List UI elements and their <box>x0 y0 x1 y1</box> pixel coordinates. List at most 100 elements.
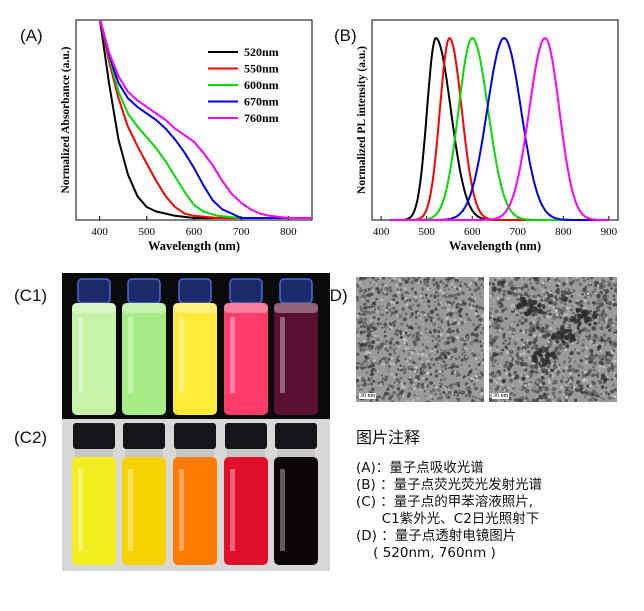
speckle <box>520 382 523 385</box>
nanoparticle <box>381 277 386 280</box>
speckle <box>420 331 422 334</box>
speckle <box>376 374 379 376</box>
nanoparticle <box>434 393 437 396</box>
speckle <box>521 397 523 400</box>
speckle <box>489 321 491 325</box>
nanoparticle <box>528 341 532 345</box>
speckle <box>501 357 503 359</box>
nanoparticle <box>432 277 435 279</box>
nanoparticle <box>574 387 579 392</box>
nanoparticle <box>549 309 551 312</box>
nanoparticle <box>535 323 540 327</box>
speckle <box>413 288 416 291</box>
nanoparticle <box>366 334 370 338</box>
nanoparticle <box>439 378 443 382</box>
nanoparticle <box>585 335 588 338</box>
vial-glare <box>78 469 83 551</box>
speckle <box>427 359 430 363</box>
speckle <box>416 352 420 356</box>
nanoparticle <box>463 349 466 352</box>
nanoparticle <box>532 341 536 345</box>
speckle <box>541 285 544 287</box>
speckle <box>575 341 578 343</box>
nanoparticle <box>502 292 506 297</box>
speckle <box>443 302 448 306</box>
speckle <box>474 279 476 281</box>
speckle <box>550 362 554 365</box>
particle-cluster <box>537 362 541 366</box>
nanoparticle <box>424 327 428 331</box>
speckle <box>600 391 602 393</box>
speckle <box>360 385 363 389</box>
nanoparticle <box>541 381 546 386</box>
nanoparticle <box>436 283 440 287</box>
nanoparticle <box>454 320 458 324</box>
speckle <box>370 319 373 322</box>
speckle <box>462 392 464 394</box>
nanoparticle <box>457 384 461 388</box>
speckle <box>523 277 527 280</box>
speckle <box>458 287 462 290</box>
nanoparticle <box>552 313 557 318</box>
speckle <box>532 320 535 324</box>
nanoparticle <box>433 294 437 299</box>
nanoparticle <box>429 318 434 323</box>
nanoparticle <box>472 395 475 398</box>
speckle <box>605 308 608 311</box>
nanoparticle <box>542 292 547 296</box>
nanoparticle <box>607 337 611 341</box>
nanoparticle <box>509 392 514 396</box>
nanoparticle <box>392 298 396 302</box>
nanoparticle <box>599 290 603 295</box>
nanoparticle <box>480 386 483 389</box>
nanoparticle <box>416 303 421 308</box>
vial-glare <box>230 317 235 393</box>
speckle <box>421 309 423 311</box>
speckle <box>398 358 400 360</box>
nanoparticle <box>405 331 408 334</box>
speckle <box>549 304 552 307</box>
speckle <box>565 361 567 363</box>
speckle <box>498 376 502 380</box>
nanoparticle <box>441 307 444 310</box>
nanoparticle <box>366 363 369 366</box>
nanoparticle <box>471 399 475 402</box>
nanoparticle <box>359 331 362 334</box>
nanoparticle <box>396 333 399 336</box>
nanoparticle <box>432 363 436 367</box>
nanoparticle <box>447 367 450 369</box>
nanoparticle <box>536 383 540 387</box>
nanoparticle <box>419 367 422 370</box>
speckle <box>527 330 529 332</box>
nanoparticle <box>407 378 410 380</box>
nanoparticle <box>361 277 365 281</box>
nanoparticle <box>542 305 546 310</box>
x-tick-label: 800 <box>555 226 572 238</box>
speckle <box>379 277 382 279</box>
nanoparticle <box>463 357 467 361</box>
speckle <box>478 355 480 358</box>
nanoparticle <box>383 395 385 397</box>
nanoparticle <box>530 369 534 374</box>
speckle <box>463 337 467 341</box>
nanoparticle <box>521 315 525 320</box>
nanoparticle <box>489 387 492 390</box>
nanoparticle <box>412 297 415 300</box>
vial-neck <box>229 278 263 304</box>
nanoparticle <box>360 294 363 297</box>
nanoparticle <box>381 341 384 344</box>
speckle <box>554 366 557 368</box>
nanoparticle <box>377 395 381 399</box>
speckle <box>496 296 500 300</box>
speckle <box>586 292 590 296</box>
nanoparticle <box>363 383 366 386</box>
nanoparticle <box>559 347 563 351</box>
nanoparticle <box>504 290 507 293</box>
nanoparticle <box>463 282 466 286</box>
nanoparticle <box>444 363 448 367</box>
speckle <box>479 369 482 372</box>
speckle <box>489 392 492 396</box>
vial <box>122 278 166 415</box>
speckle <box>595 372 598 375</box>
nanoparticle <box>368 305 371 309</box>
